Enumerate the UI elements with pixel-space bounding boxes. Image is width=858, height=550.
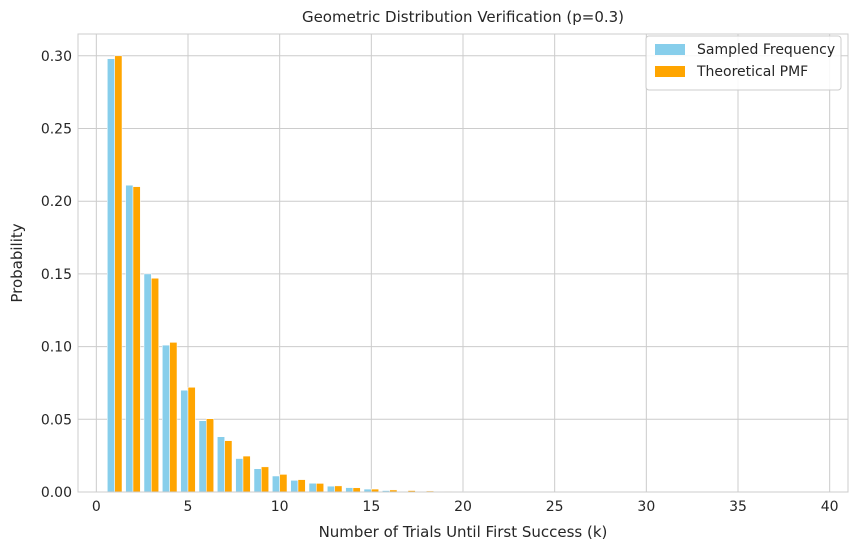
y-tick-label: 0.20 [41, 194, 72, 210]
bar-theoretical [114, 55, 123, 493]
bar-theoretical [297, 479, 306, 493]
chart-title: Geometric Distribution Verification (p=0… [302, 8, 624, 26]
legend: Sampled Frequency Theoretical PMF [645, 35, 842, 91]
x-tick-label: 35 [729, 499, 747, 515]
bar-theoretical [279, 474, 288, 493]
bar-theoretical [187, 387, 196, 493]
bar-sampled [253, 468, 262, 493]
bar-sampled [143, 273, 152, 493]
bars-layer [107, 55, 471, 493]
y-tick-label: 0.25 [41, 122, 72, 138]
x-tick-label: 5 [184, 499, 193, 515]
bar-sampled [327, 485, 335, 493]
bar-theoretical [224, 440, 233, 493]
y-tick-label: 0.30 [41, 49, 72, 65]
x-tick-label: 10 [271, 499, 289, 515]
bar-sampled [345, 487, 354, 493]
x-tick-label: 30 [637, 499, 655, 515]
bar-theoretical [206, 418, 214, 493]
bar-theoretical [334, 485, 343, 493]
legend-swatch-sampled [655, 44, 685, 55]
bar-sampled [198, 420, 207, 493]
bar-theoretical [261, 466, 269, 493]
x-tick-label: 15 [362, 499, 380, 515]
bar-theoretical [352, 487, 361, 493]
bar-sampled [235, 458, 244, 493]
bar-theoretical [316, 483, 324, 493]
legend-label-sampled: Sampled Frequency [697, 42, 835, 58]
bar-sampled [217, 436, 225, 493]
y-tick-label: 0.00 [41, 485, 72, 501]
x-tick-label: 0 [92, 499, 101, 515]
bar-sampled [290, 480, 299, 493]
bar-sampled [180, 389, 189, 493]
bar-sampled [162, 344, 170, 493]
ticks-layer: 0 5 10 15 20 25 30 35 40 0.00 0.05 0.10 0.15 0.20 0.25… [41, 49, 839, 515]
bar-theoretical [132, 186, 141, 493]
x-axis-title: Number of Trials Until First Success (k) [319, 523, 608, 541]
bar-theoretical [151, 278, 159, 493]
bar-sampled [272, 475, 280, 493]
y-tick-label: 0.05 [41, 412, 72, 428]
bar-sampled [107, 58, 115, 493]
legend-swatch-theoretical [655, 66, 685, 77]
legend-label-theoretical: Theoretical PMF [696, 64, 808, 80]
x-tick-label: 20 [454, 499, 472, 515]
bar-sampled [308, 483, 317, 493]
bar-sampled [125, 184, 134, 493]
y-axis-title: Probability [8, 223, 26, 302]
bar-theoretical [169, 342, 178, 493]
plot-area-frame [77, 33, 849, 493]
legend-box [645, 35, 842, 91]
y-tick-label: 0.15 [41, 267, 72, 283]
x-tick-label: 40 [821, 499, 839, 515]
x-tick-label: 25 [546, 499, 564, 515]
y-tick-label: 0.10 [41, 340, 72, 356]
bar-theoretical [242, 455, 251, 493]
